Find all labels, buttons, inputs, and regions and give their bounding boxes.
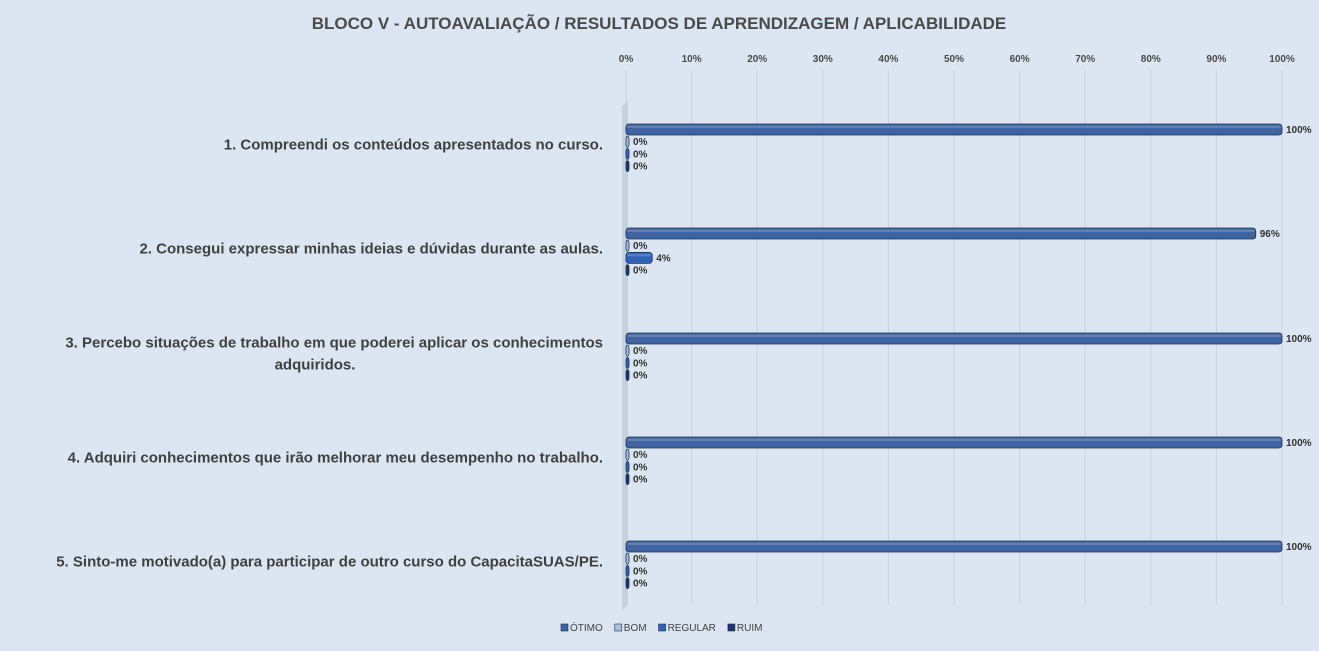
data-labels: 100%0%0%0%96%0%4%0%100%0%0%0%100%0%0%0%1… [633,125,1312,590]
bar [625,123,1283,136]
bar [625,160,630,173]
x-tick-label: 80% [1141,54,1161,65]
bar [625,356,630,369]
bar [625,135,630,148]
data-label: 100% [1286,125,1312,136]
data-label: 0% [633,346,648,357]
legend-swatch [727,623,736,632]
data-label: 0% [633,566,648,577]
data-label: 0% [633,475,648,486]
data-label: 0% [633,149,648,160]
data-label: 100% [1286,334,1312,345]
bar [625,147,630,160]
data-label: 100% [1286,438,1312,449]
data-label: 0% [633,162,648,173]
bar-highlight [627,125,1281,128]
legend-label: RUIM [737,623,763,634]
bar [625,540,1283,553]
bar-highlight [627,438,1281,441]
data-label: 0% [633,371,648,382]
bars [625,123,1283,589]
data-label: 0% [633,266,648,277]
bar [625,264,630,277]
chart-title: BLOCO V - AUTOAVALIAÇÃO / RESULTADOS DE … [312,13,1007,33]
category-labels: 1. Compreendi os conteúdos apresentados … [56,136,603,570]
legend-swatch [658,623,666,632]
legend-swatch [560,623,569,632]
data-label: 0% [633,462,648,473]
data-label: 0% [633,450,648,461]
bar [625,436,1283,449]
category-label: 1. Compreendi os conteúdos apresentados … [224,136,603,153]
x-tick-label: 90% [1206,54,1226,65]
bar [625,251,653,264]
bar [625,565,630,577]
legend: ÓTIMO BOM REGULAR RUIM [560,621,763,634]
data-label: 0% [633,358,648,369]
x-tick-label: 30% [813,54,833,65]
bar-highlight [627,229,1255,232]
category-label: 3. Percebo situações de trabalho em que … [65,334,603,351]
category-label: 2. Consegui expressar minhas ideias e dú… [139,240,603,257]
bar [625,227,1257,240]
category-label: 4. Adquiri conhecimentos que irão melhor… [68,449,603,466]
category-label: 5. Sinto-me motivado(a) para participar … [56,553,603,570]
data-label: 0% [633,137,648,148]
data-label: 100% [1286,542,1312,553]
bar [625,239,630,252]
data-label: 4% [656,253,671,264]
x-tick-label: 0% [619,54,634,65]
x-axis-ticks: 0% 10% 20% 30% 40% 50% 60% 70% 80% 90% 100% [619,54,1295,65]
legend-label: ÓTIMO [570,621,603,634]
data-label: 0% [633,554,648,565]
bar-highlight [627,253,652,257]
bar [625,448,630,461]
x-tick-label: 70% [1075,54,1095,65]
x-tick-label: 10% [682,54,702,65]
category-label: adquiridos. [275,356,356,373]
x-tick-label: 100% [1269,54,1295,65]
x-tick-label: 20% [747,54,767,65]
bar [625,332,1283,345]
x-tick-label: 40% [878,54,898,65]
bar [625,552,630,565]
bar [625,473,630,486]
data-label: 96% [1260,229,1280,240]
legend-label: BOM [624,623,647,634]
legend-label: REGULAR [668,623,716,634]
bar [625,460,630,473]
x-tick-label: 60% [1010,54,1030,65]
legend-swatch [614,623,623,632]
bar [625,577,630,589]
bar-highlight [627,542,1281,545]
x-tick-label: 50% [944,54,964,65]
data-label: 0% [633,579,648,590]
data-label: 0% [633,241,648,252]
bar-highlight [627,334,1281,337]
bar [625,344,630,357]
bar [625,369,630,382]
